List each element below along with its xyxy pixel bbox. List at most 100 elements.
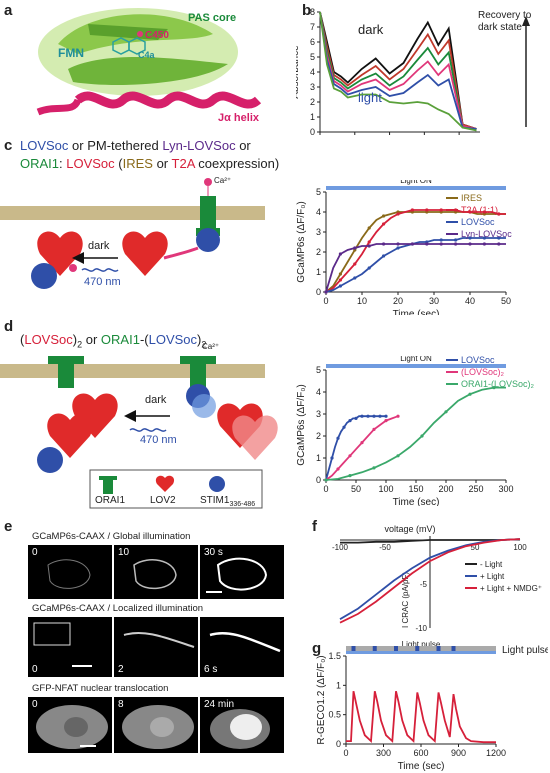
data-point [482,236,486,240]
series-line-1 [325,209,506,293]
title-seg: ) [72,332,78,347]
data-point [367,266,371,270]
legend-label: (LOVSoc)₂ [461,367,505,377]
legend-stim1: STIM1336-486 [200,495,255,508]
data-point [425,242,429,246]
data-point [439,238,443,242]
data-point [372,466,376,470]
y-tick-label: 1 [336,680,341,690]
y-axis-label: GCaMP6s (ΔF/F₀) [296,384,307,465]
legend-label: IRES [461,193,482,203]
data-point [497,212,501,216]
y-tick-label: 6 [310,37,315,47]
data-point [324,478,328,482]
x-tick-label: 400 [382,136,397,137]
x-tick-label: 30 [429,296,439,306]
data-point [384,419,388,423]
x-tick-label: -100 [332,543,349,552]
fmn-label: FMN [58,46,84,60]
title-seg: coexpression) [194,156,280,171]
panel-c-title-line2: ORAI1: LOVSoc (IRES or T2A coexpression) [20,156,279,171]
x-axis-label: voltage (mV) [384,524,435,534]
data-point [367,226,371,230]
x-tick-label: 300 [498,484,513,494]
y-axis-label: GCaMP6s (ΔF/F₀) [296,201,307,282]
y-tick-label: 4 [310,67,315,77]
data-point [372,427,376,431]
panel-d-schematic [0,356,278,509]
pulse-marker [372,646,377,651]
y-tick-label: 4 [316,207,321,217]
panel-label-c: c [4,137,13,154]
title-seg: LOVSoc [66,156,115,171]
y-tick-label: 0 [310,127,315,137]
data-point [492,386,496,390]
data-point [382,242,386,246]
y-tick-label: 0 [316,475,321,485]
c-dark-label: dark [88,240,110,252]
e1-time-1: 10 [118,547,130,558]
data-point [410,242,414,246]
data-point [360,414,364,418]
ja-helix-label: Jα helix [218,112,260,124]
panel-label-e: e [4,518,13,535]
legend-label: LOVSoc [461,356,495,365]
data-point [396,414,400,418]
x-tick-label: 300 [312,136,327,137]
lov2-structure-illustration [36,8,262,116]
data-point [360,441,364,445]
data-point [353,246,357,250]
panel-c-title-line1: LOVSoc or PM-tethered Lyn-LOVSoc or [20,138,251,153]
legend-label: + Light + NMDG⁺ [480,584,542,593]
legend-label: ORAI1-(LOVSoc)₂ [461,379,535,389]
panel-label-d: d [4,318,14,335]
light-on-bar [326,364,506,368]
light-annotation: light [358,90,382,105]
x-tick-label: 250 [468,484,483,494]
y-axis-label: R-GECO1.2 (ΔF/F₀) [316,655,327,744]
light-pulse-bar [346,646,496,651]
y-tick-label: 2 [316,247,321,257]
e-row3-title: GFP-NFAT nuclear translocation [32,683,169,694]
x-tick-label: 300 [376,748,391,758]
data-point [354,416,358,420]
legend-label: LOVSoc [461,217,495,227]
pulse-marker [351,646,356,651]
title-seg: LOVSoc [20,138,69,153]
series-line-0 [340,538,521,544]
series-line-1 [325,415,399,481]
data-point [372,414,376,418]
data-point [444,410,448,414]
pulse-marker [436,646,441,651]
data-point [482,242,486,246]
c-ca-label: Ca²⁺ [214,176,232,185]
data-point [396,212,400,216]
e1-time-2: 30 s [204,547,223,558]
light-on-label: Light pulse [402,640,441,649]
light-on-label: Light ON [400,356,432,363]
data-point [439,208,443,212]
d-470nm-label: 470 nm [140,434,177,446]
y-tick-label: -5 [420,580,428,589]
title-seg: ) [197,332,202,347]
light-on-label: Light ON [400,180,432,185]
micrograph-e3-1: 8 [114,697,198,753]
panel-label-a: a [4,2,13,19]
data-point [338,272,342,276]
data-point [336,467,340,471]
x-tick-label: 0 [343,748,348,758]
title-seg: or [152,156,172,171]
series-line-5 [319,11,477,132]
x-tick-label: 1200 [486,748,506,758]
micrograph-e3-2: 24 min [200,697,284,753]
series-line-0 [346,690,496,744]
panel-label-g: g [312,640,322,657]
y-tick-label: 7 [310,22,315,32]
data-point [348,474,352,478]
data-point [348,419,352,423]
data-point [497,236,501,240]
panel-label-b: b [302,2,312,19]
data-point [324,290,328,294]
data-point [425,208,429,212]
y-tick-label: 2 [316,431,321,441]
